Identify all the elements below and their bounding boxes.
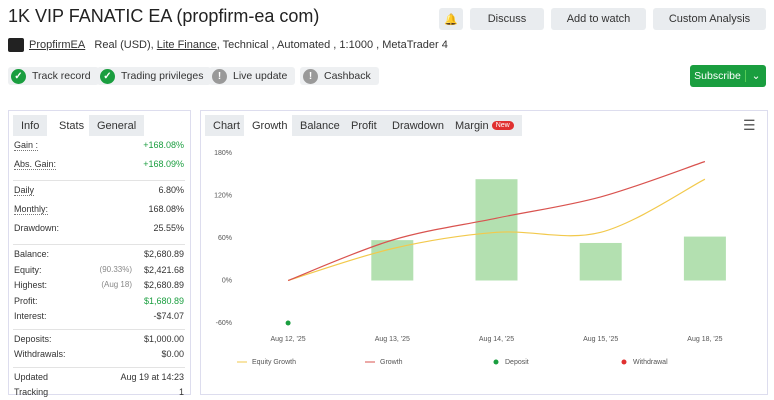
stat-value: $2,680.89 (143, 280, 184, 290)
legend-swatch (493, 359, 499, 365)
badge-text: Track record (32, 70, 91, 82)
stat-note: (Aug 18) (101, 280, 132, 289)
tab-text: Margin (455, 119, 489, 132)
stat-label: Gain : (14, 140, 39, 151)
stat-value: +168.08% (143, 140, 184, 150)
meta-line: PropfirmEA Real (USD), Lite Finance, Tec… (29, 39, 448, 51)
author-logo (8, 38, 24, 52)
separator (13, 366, 185, 368)
badge: ! Cashback (300, 67, 379, 85)
stat-label: Abs. Gain: (14, 159, 57, 170)
badge: ✓ Trading privileges (97, 67, 212, 85)
tab[interactable]: Chart (205, 115, 248, 136)
stat-label: Daily (14, 185, 35, 196)
tab[interactable]: Growth (244, 115, 296, 136)
author-link[interactable]: PropfirmEA (29, 39, 86, 51)
bar (475, 179, 518, 281)
x-tick-label: Aug 15, '25 (583, 336, 618, 343)
legend-swatch (621, 359, 627, 365)
subscribe-button[interactable]: Subscribe ⌄ (690, 65, 766, 87)
stat-value: 1 (178, 387, 184, 397)
stat-value: $2,680.89 (143, 249, 184, 259)
tab[interactable]: Balance (292, 115, 348, 136)
watch-button[interactable]: Add to watch (551, 8, 646, 30)
badge-text: Trading privileges (121, 70, 204, 82)
line (287, 160, 706, 282)
x-tick-label: Aug 18, '25 (687, 336, 722, 343)
stat-label: Monthly: (14, 204, 49, 215)
tab[interactable]: Info (13, 115, 48, 136)
stat-label: Tracking (14, 387, 49, 397)
separator (13, 180, 185, 181)
legend-label: Equity Growth (252, 359, 296, 366)
badge-text: Cashback (324, 70, 371, 82)
stat-label: Interest: (14, 311, 47, 321)
stat-label: Equity: (14, 264, 42, 275)
stat-value: Aug 19 at 14:23 (120, 371, 184, 382)
x-tick-label: Aug 14, '25 (479, 336, 514, 343)
analysis-button[interactable]: Custom Analysis (653, 8, 766, 30)
y-tick-label: 120% (214, 192, 232, 199)
stat-value: $1,680.89 (143, 295, 184, 306)
stat-label: Deposits: (14, 333, 52, 344)
stat-value: +168.09% (143, 159, 184, 169)
line (287, 178, 706, 282)
stat-label: Highest: (14, 280, 48, 290)
stat-value: 168.08% (148, 204, 184, 214)
discuss-button[interactable]: Discuss (470, 8, 544, 30)
stat-note: (90.33%) (99, 264, 132, 274)
settings-icon[interactable]: ☰ (743, 117, 756, 133)
stat-value: 25.55% (153, 223, 184, 233)
broker-link[interactable]: Lite Finance (156, 39, 217, 51)
page-title: 1K VIP FANATIC EA (propfirm-ea com) (8, 6, 320, 26)
stat-value: $0.00 (161, 349, 184, 359)
bar (683, 236, 726, 281)
stat-label: Updated (14, 371, 49, 382)
stat-value: -$74.07 (153, 311, 184, 321)
y-tick-label: 0% (222, 277, 232, 284)
bar (579, 242, 622, 281)
badge-text: Live update (233, 70, 288, 82)
y-tick-label: 180% (214, 150, 232, 157)
stat-value: 6.80% (158, 185, 184, 195)
tab[interactable]: Margin New (447, 115, 522, 136)
y-tick-label: 60% (218, 235, 232, 242)
stat-label: Withdrawals: (14, 349, 66, 359)
tab[interactable]: Profit (343, 115, 385, 136)
y-tick-label: -60% (216, 320, 232, 327)
tab[interactable]: Drawdown (384, 115, 452, 136)
details: , Technical , Automated , 1:1000 , MetaT… (216, 39, 448, 51)
new-badge: New (491, 121, 514, 130)
separator (13, 244, 185, 245)
legend-label: Deposit (505, 359, 529, 366)
bar (371, 240, 414, 281)
stat-value: $2,421.68 (143, 264, 184, 275)
subscribe-text: Subscribe (694, 70, 741, 82)
x-tick-label: Aug 13, '25 (375, 336, 410, 343)
badge: ✓ Track record (8, 67, 99, 85)
tab[interactable]: General (89, 115, 145, 136)
notify-button[interactable]: 🔔 (439, 8, 463, 30)
stat-label: Drawdown: (14, 223, 60, 233)
stats-panel: Info Stats General Gain : +168.08% Abs. Ga… (8, 110, 191, 397)
account: Real (USD), (94, 39, 154, 51)
badge: ! Live update (209, 67, 296, 85)
separator (13, 328, 185, 330)
stat-label: Profit: (14, 295, 38, 306)
point (285, 320, 291, 326)
tab[interactable]: Stats (51, 115, 93, 136)
legend-label: Growth (380, 359, 403, 366)
legend-label: Withdrawal (633, 359, 668, 366)
stat-value: $1,000.00 (143, 333, 184, 344)
stat-label: Balance: (14, 249, 50, 259)
x-tick-label: Aug 12, '25 (270, 336, 305, 343)
